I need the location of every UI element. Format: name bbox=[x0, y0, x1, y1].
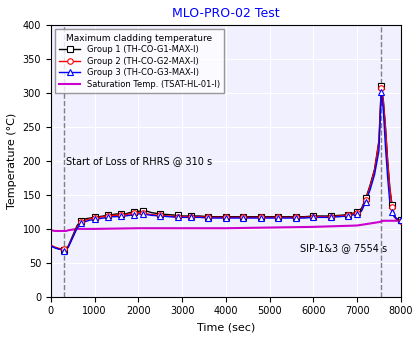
Title: MLO-PRO-02 Test: MLO-PRO-02 Test bbox=[172, 7, 280, 20]
X-axis label: Time (sec): Time (sec) bbox=[197, 322, 255, 332]
Text: SIP-1&3 @ 7554 s: SIP-1&3 @ 7554 s bbox=[300, 243, 387, 253]
Text: Start of Loss of RHRS @ 310 s: Start of Loss of RHRS @ 310 s bbox=[66, 156, 212, 166]
Y-axis label: Temperature (°C): Temperature (°C) bbox=[7, 113, 17, 209]
Legend: Group 1 (TH-CO-G1-MAX-I), Group 2 (TH-CO-G2-MAX-I), Group 3 (TH-CO-G3-MAX-I), Sa: Group 1 (TH-CO-G1-MAX-I), Group 2 (TH-CO… bbox=[55, 29, 224, 93]
